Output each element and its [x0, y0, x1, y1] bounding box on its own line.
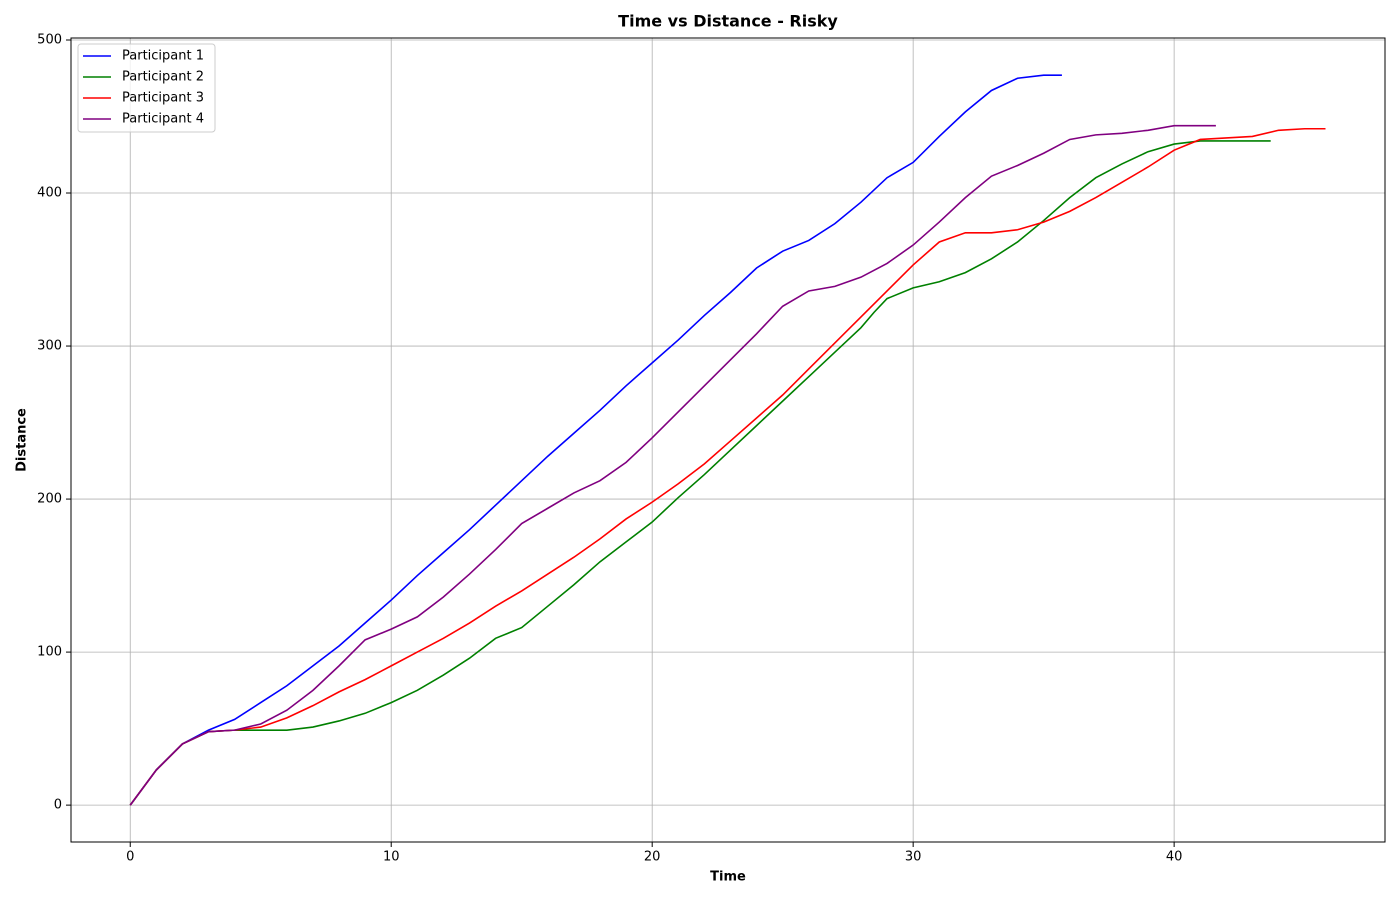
- x-tick-label: 40: [1166, 850, 1183, 865]
- x-axis-label: Time: [710, 870, 746, 885]
- y-axis-label: Distance: [15, 408, 30, 472]
- y-tick-label: 500: [37, 32, 62, 47]
- legend-label: Participant 3: [122, 91, 204, 106]
- x-tick-label: 0: [126, 850, 134, 865]
- legend-label: Participant 2: [122, 70, 204, 85]
- y-tick-label: 100: [37, 645, 62, 660]
- legend-label: Participant 1: [122, 49, 204, 64]
- x-tick-label: 20: [644, 850, 661, 865]
- series-line: [129, 127, 1326, 806]
- y-tick-label: 400: [37, 186, 62, 201]
- x-tick-label: 30: [905, 850, 922, 865]
- series-line: [129, 140, 1271, 806]
- chart-title: Time vs Distance - Risky: [618, 12, 838, 31]
- y-tick-label: 200: [37, 492, 62, 507]
- series-line: [129, 74, 1062, 806]
- plot-frame: [70, 37, 1386, 843]
- y-tick-label: 0: [54, 798, 62, 813]
- series-line: [129, 124, 1216, 806]
- legend-label: Participant 4: [122, 112, 204, 127]
- legend-box: [77, 43, 216, 133]
- y-tick-label: 300: [37, 339, 62, 354]
- x-tick-label: 10: [383, 850, 400, 865]
